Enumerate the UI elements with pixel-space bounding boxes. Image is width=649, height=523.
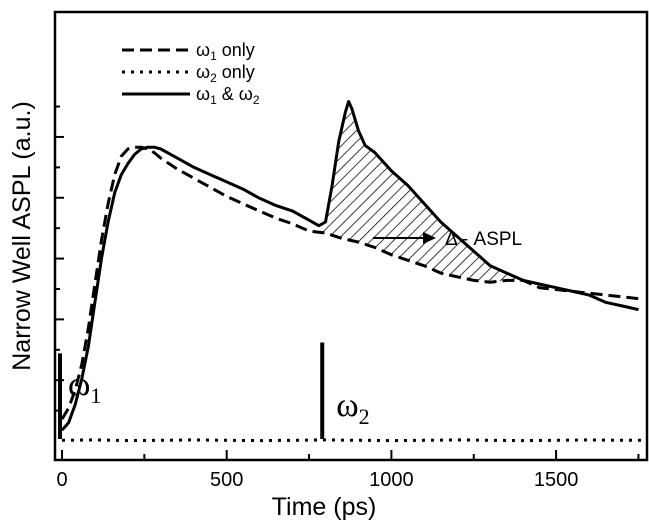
pulse-marker-label: ω1: [68, 366, 101, 408]
y-axis-label: Narrow Well ASPL (a.u.): [8, 101, 36, 371]
delta-aspl-hatch-region: [322, 101, 530, 284]
delta-aspl-label: Δ - ASPL: [445, 229, 522, 250]
plot-frame: [53, 10, 649, 462]
pulse-marker-label: ω2: [336, 387, 369, 429]
series-line-solid: [60, 100, 639, 432]
series-line-dotted: [61, 438, 647, 443]
series-layer: [60, 100, 647, 443]
y-axis-ticks: [55, 105, 64, 412]
pulse-markers: ω1 ω2: [58, 342, 370, 439]
delta-aspl-arrow-head: [423, 232, 436, 244]
x-tick-label: 1500: [534, 469, 579, 491]
x-tick-label: 500: [210, 469, 243, 491]
delta-aspl-area: [322, 101, 530, 284]
legend-label-dotted: ω2 only: [196, 62, 255, 85]
x-axis-ticks: 0 500 1000 1500: [56, 450, 640, 491]
legend-label-solid: ω1 & ω2: [196, 84, 260, 107]
x-axis-label: Time (ps): [272, 493, 377, 521]
legend-label-dashed: ω1 only: [196, 40, 255, 63]
x-tick-label: 0: [56, 469, 67, 491]
x-tick-label: 1000: [369, 469, 414, 491]
